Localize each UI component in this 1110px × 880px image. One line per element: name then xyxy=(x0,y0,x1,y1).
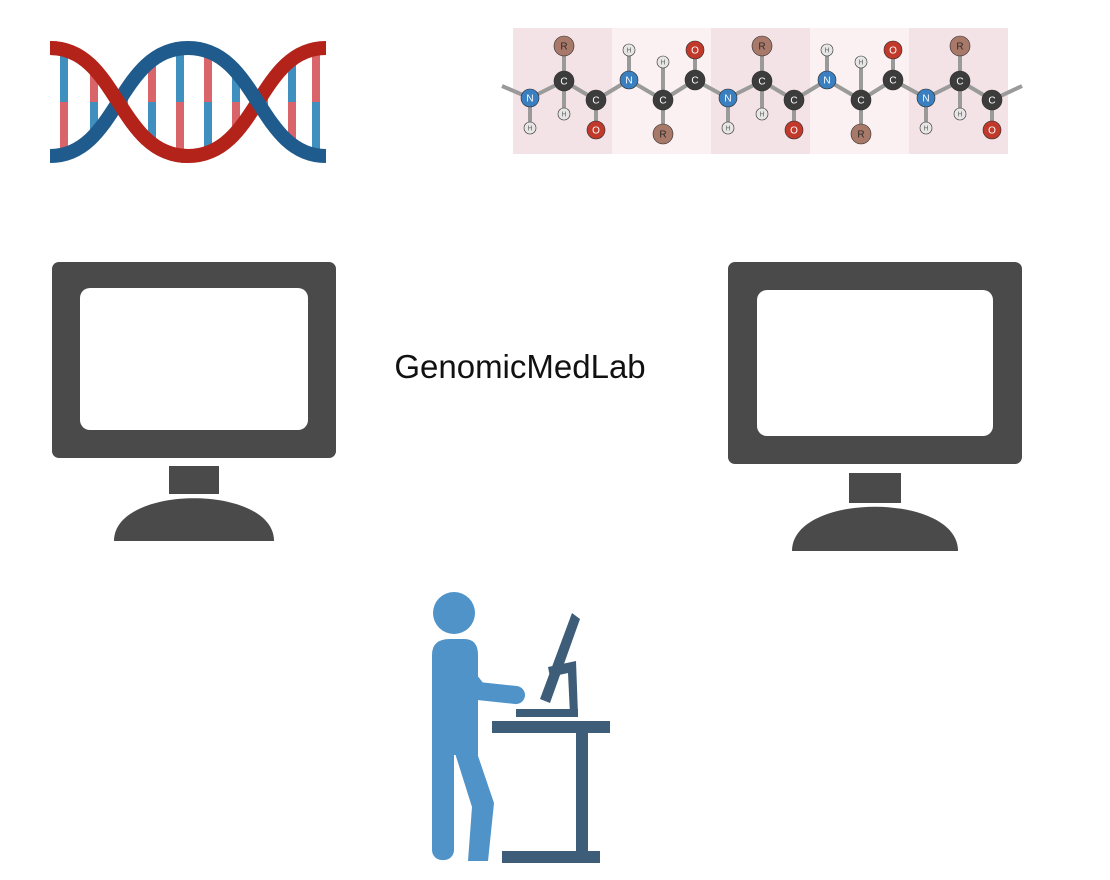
hydrogen-atom: H xyxy=(656,55,670,69)
svg-text:H: H xyxy=(824,48,829,55)
person-at-standing-desk-icon xyxy=(432,592,610,863)
hydrogen-atom: H xyxy=(820,43,834,57)
monitor-screen xyxy=(757,290,993,436)
svg-text:R: R xyxy=(758,42,765,53)
svg-text:C: C xyxy=(857,96,864,107)
r-group-atom: R xyxy=(751,35,773,57)
svg-text:C: C xyxy=(889,76,896,87)
nitrogen-atom: N xyxy=(718,88,738,108)
svg-text:R: R xyxy=(956,42,963,53)
svg-text:C: C xyxy=(560,77,567,88)
carbon-atom: C xyxy=(850,89,872,111)
svg-text:H: H xyxy=(759,112,764,119)
svg-text:C: C xyxy=(659,96,666,107)
dna-base-pair xyxy=(90,102,98,130)
monitor-screen xyxy=(80,288,308,430)
hydrogen-atom: H xyxy=(854,55,868,69)
hydrogen-atom: H xyxy=(919,121,933,135)
carbon-atom: C xyxy=(553,70,575,92)
carbon-atom: C xyxy=(684,69,706,91)
oxygen-atom: O xyxy=(883,40,903,60)
svg-text:H: H xyxy=(626,48,631,55)
svg-text:O: O xyxy=(790,126,798,137)
computer-monitor-icon xyxy=(728,262,1022,551)
svg-text:N: N xyxy=(625,76,632,87)
peptide-chain-diagram: N C C O R H H N C C O R H H N C C O R H H N C C O R H H N C C O R H H xyxy=(501,28,1023,154)
svg-text:O: O xyxy=(691,46,699,57)
dna-base-pair xyxy=(176,102,184,156)
r-group-atom: R xyxy=(949,35,971,57)
svg-text:C: C xyxy=(988,96,995,107)
svg-text:H: H xyxy=(858,60,863,67)
standing-desk xyxy=(492,613,610,863)
dna-base-pair xyxy=(204,102,212,151)
dna-base-pair xyxy=(288,102,296,141)
carbon-atom: C xyxy=(585,89,607,111)
dna-base-pair xyxy=(148,102,156,140)
svg-text:H: H xyxy=(561,112,566,119)
person-head xyxy=(433,592,475,634)
r-group-atom: R xyxy=(553,35,575,57)
dna-base-pair xyxy=(60,102,68,153)
svg-text:O: O xyxy=(889,46,897,57)
dna-base-pair xyxy=(312,102,320,155)
computer-monitor-icon xyxy=(52,262,336,541)
svg-text:O: O xyxy=(592,126,600,137)
dna-base-pair xyxy=(232,77,240,102)
svg-text:R: R xyxy=(560,42,567,53)
svg-text:H: H xyxy=(660,60,665,67)
dna-base-pair xyxy=(232,102,240,127)
dna-base-pair xyxy=(90,74,98,102)
hydrogen-atom: H xyxy=(622,43,636,57)
hydrogen-atom: H xyxy=(953,107,967,121)
svg-text:N: N xyxy=(724,94,731,105)
hydrogen-atom: H xyxy=(755,107,769,121)
svg-text:H: H xyxy=(527,126,532,133)
svg-text:C: C xyxy=(790,96,797,107)
oxygen-atom: O xyxy=(685,40,705,60)
hydrogen-atom: H xyxy=(557,107,571,121)
oxygen-atom: O xyxy=(586,120,606,140)
svg-text:H: H xyxy=(957,112,962,119)
nitrogen-atom: N xyxy=(619,70,639,90)
oxygen-atom: O xyxy=(784,120,804,140)
dna-base-pair xyxy=(148,64,156,102)
hydrogen-atom: H xyxy=(721,121,735,135)
svg-text:O: O xyxy=(988,126,996,137)
svg-text:N: N xyxy=(922,94,929,105)
svg-text:H: H xyxy=(923,126,928,133)
svg-text:N: N xyxy=(823,76,830,87)
carbon-atom: C xyxy=(783,89,805,111)
carbon-atom: C xyxy=(882,69,904,91)
svg-text:C: C xyxy=(691,76,698,87)
dna-strand-blue xyxy=(49,40,327,163)
page-title: GenomicMedLab xyxy=(394,348,646,385)
svg-text:N: N xyxy=(526,94,533,105)
hydrogen-atom: H xyxy=(523,121,537,135)
nitrogen-atom: N xyxy=(520,88,540,108)
r-group-atom: R xyxy=(652,123,674,145)
nitrogen-atom: N xyxy=(817,70,837,90)
dna-base-pair xyxy=(204,53,212,102)
dna-base-pair xyxy=(60,51,68,102)
dna-base-pair xyxy=(288,63,296,102)
dna-base-pair xyxy=(176,48,184,102)
nitrogen-atom: N xyxy=(916,88,936,108)
svg-text:R: R xyxy=(659,130,666,141)
svg-text:C: C xyxy=(592,96,599,107)
oxygen-atom: O xyxy=(982,120,1002,140)
carbon-atom: C xyxy=(751,70,773,92)
dna-double-helix-icon xyxy=(49,40,327,164)
carbon-atom: C xyxy=(949,70,971,92)
carbon-atom: C xyxy=(652,89,674,111)
svg-text:H: H xyxy=(725,126,730,133)
carbon-atom: C xyxy=(981,89,1003,111)
svg-text:C: C xyxy=(758,77,765,88)
svg-text:R: R xyxy=(857,130,864,141)
dna-base-pair xyxy=(312,49,320,102)
svg-text:C: C xyxy=(956,77,963,88)
r-group-atom: R xyxy=(850,123,872,145)
